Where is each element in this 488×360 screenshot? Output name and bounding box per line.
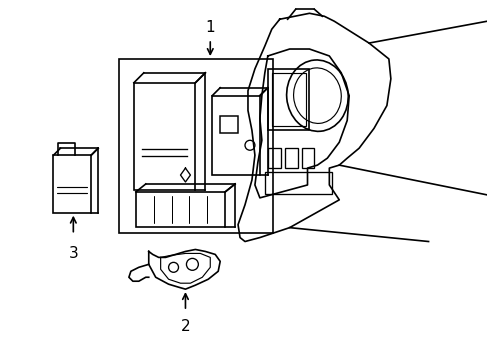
Bar xyxy=(134,83,195,190)
Bar xyxy=(119,59,272,233)
Bar xyxy=(53,155,91,213)
Bar xyxy=(267,148,280,168)
Bar xyxy=(267,69,309,130)
Bar xyxy=(284,148,297,168)
Bar xyxy=(212,96,259,175)
Text: 3: 3 xyxy=(68,247,78,261)
Bar xyxy=(136,192,224,227)
Bar xyxy=(264,172,332,194)
Bar xyxy=(220,116,238,133)
Text: 1: 1 xyxy=(205,20,215,35)
Bar xyxy=(301,148,314,168)
Bar xyxy=(271,73,305,126)
Text: 2: 2 xyxy=(180,319,190,334)
